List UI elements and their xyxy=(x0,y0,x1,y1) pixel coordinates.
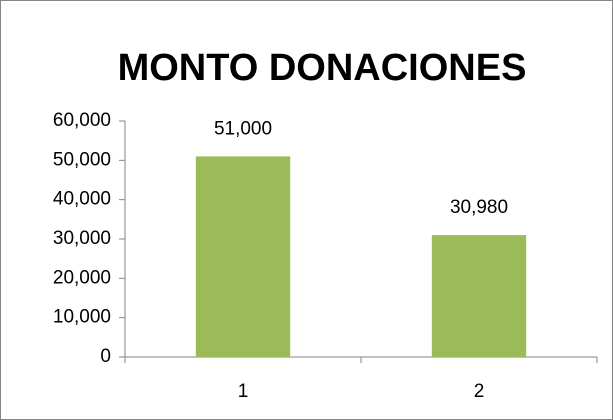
y-tick-label: 40,000 xyxy=(53,189,111,210)
x-tick-label: 2 xyxy=(474,381,485,402)
x-tick-label: 1 xyxy=(238,381,249,402)
y-tick-label: 0 xyxy=(100,346,111,367)
data-label: 51,000 xyxy=(214,118,272,139)
y-tick-label: 10,000 xyxy=(53,307,111,328)
data-label: 30,980 xyxy=(450,197,508,218)
chart-title: MONTO DONACIONES xyxy=(118,47,527,89)
y-tick-label: 50,000 xyxy=(53,149,111,170)
bar xyxy=(431,235,527,357)
bar xyxy=(195,156,291,357)
y-tick-label: 60,000 xyxy=(53,110,111,131)
y-tick-label: 20,000 xyxy=(53,267,111,288)
y-tick-label: 30,000 xyxy=(53,228,111,249)
